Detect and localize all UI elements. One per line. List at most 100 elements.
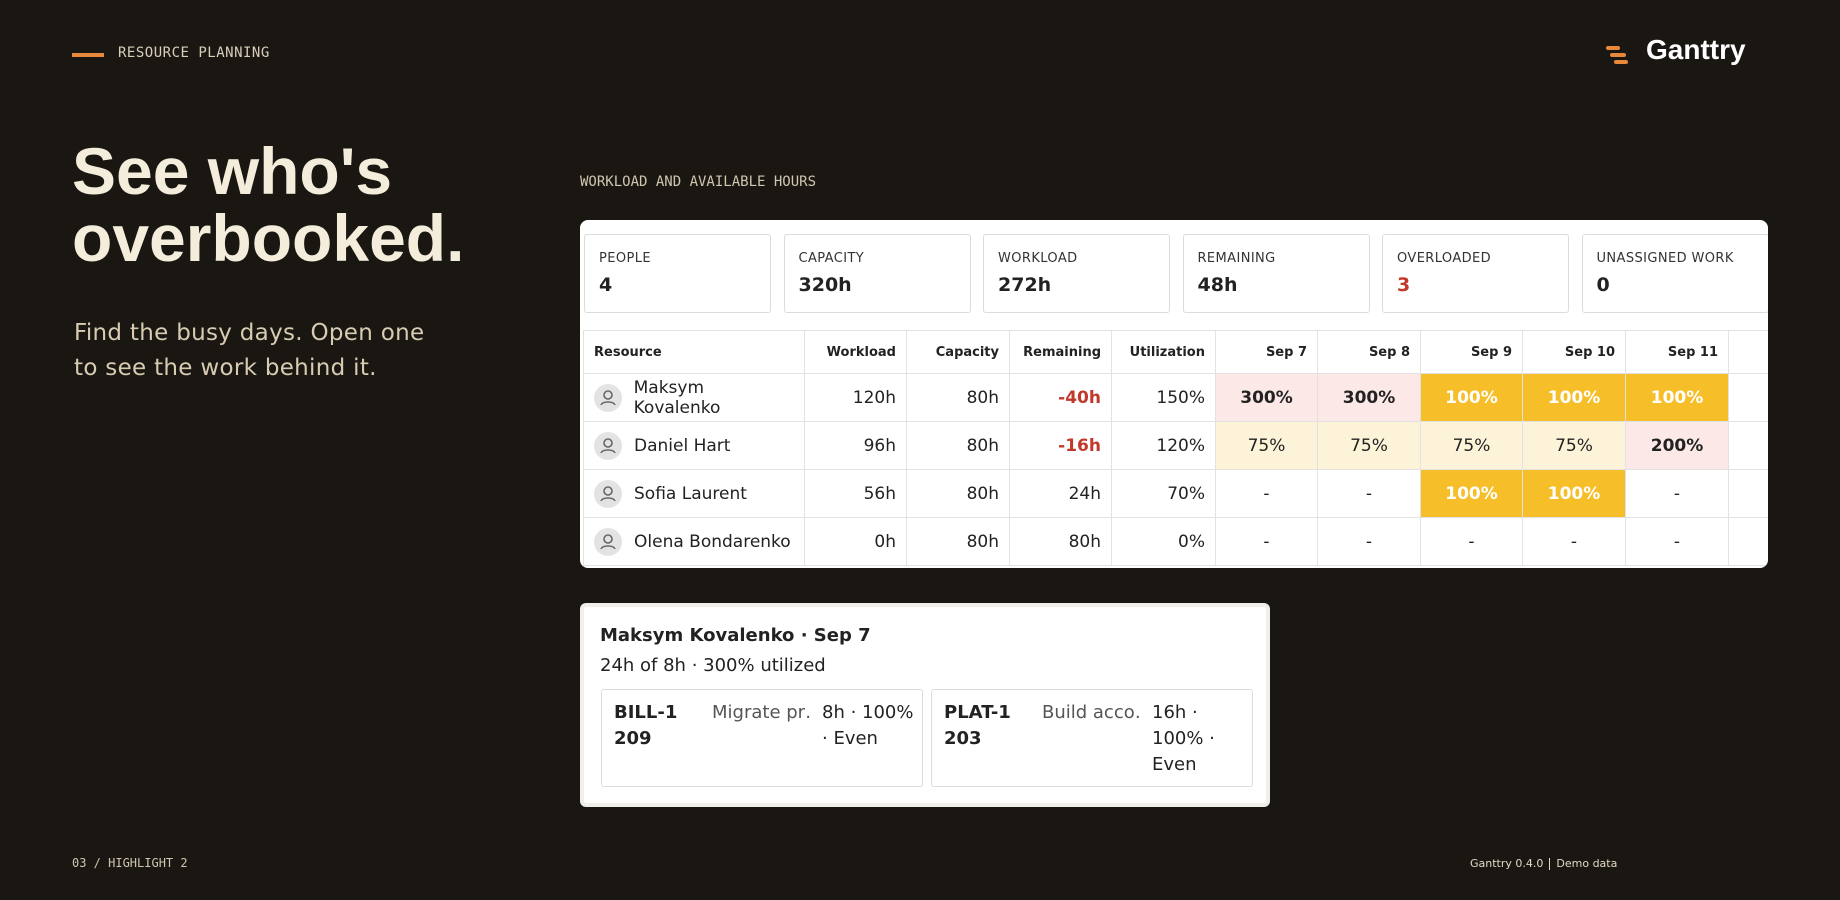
stat-label: PEOPLE — [599, 251, 651, 266]
utilization-cell: 120% — [1112, 422, 1216, 470]
workload-cell: 56h — [805, 470, 907, 518]
title-line: See who's — [72, 134, 393, 208]
stat-card: UNASSIGNED WORK 0 — [1581, 234, 1768, 313]
stat-card: WORKLOAD 272h — [983, 234, 1170, 313]
column-header: Remaining — [1010, 330, 1112, 374]
day-cell[interactable]: 200% — [1626, 422, 1729, 470]
day-cell[interactable]: - — [1216, 518, 1318, 566]
day-cell[interactable]: 100% — [1421, 470, 1523, 518]
resource-cell: Maksym Kovalenko — [583, 374, 805, 422]
stat-label: CAPACITY — [798, 251, 865, 266]
stat-card: OVERLOADED 3 — [1382, 234, 1569, 313]
column-header: Capacity — [907, 330, 1010, 374]
utilization-cell: 0% — [1112, 518, 1216, 566]
row-filler — [1729, 518, 1768, 566]
stat-card: CAPACITY 320h — [783, 234, 971, 313]
stat-card: REMAINING 48h — [1182, 234, 1370, 313]
day-cell[interactable]: - — [1523, 518, 1626, 566]
work-item[interactable]: PLAT-1203 Build acco… 16h · 100% · Even — [931, 689, 1253, 787]
stat-label: UNASSIGNED WORK — [1596, 251, 1734, 266]
footer-meta: Ganttry 0.4.0 Demo data — [1470, 857, 1617, 870]
day-cell[interactable]: 75% — [1216, 422, 1318, 470]
avatar — [594, 527, 622, 556]
day-cell[interactable]: 75% — [1421, 422, 1523, 470]
column-header: Sep 8 — [1318, 330, 1421, 374]
workload-cell: 0h — [805, 518, 907, 566]
brand-logo — [1606, 46, 1628, 64]
detail-card: Maksym Kovalenko · Sep 7 24h of 8h · 300… — [580, 603, 1270, 807]
day-cell[interactable]: - — [1318, 470, 1421, 518]
stat-value: 4 — [599, 274, 613, 296]
hero-title: See who's overbooked. — [72, 138, 464, 272]
resource-cell: Daniel Hart — [583, 422, 805, 470]
column-header: Utilization — [1112, 330, 1216, 374]
item-key: BILL-1209 — [614, 702, 678, 749]
column-header: Resource — [583, 330, 805, 374]
detail-title: Maksym Kovalenko · Sep 7 — [600, 625, 871, 646]
item-key: PLAT-1203 — [944, 702, 1011, 749]
column-header: Sep 11 — [1626, 330, 1729, 374]
version: Ganttry 0.4.0 — [1470, 857, 1544, 870]
note: Demo data — [1556, 857, 1618, 870]
column-header: Sep 7 — [1216, 330, 1318, 374]
capacity-cell: 80h — [907, 518, 1010, 566]
utilization-cell: 70% — [1112, 470, 1216, 518]
stat-label: REMAINING — [1197, 251, 1276, 266]
work-item[interactable]: BILL-1209 Migrate pr… 8h · 100% · Even — [601, 689, 923, 787]
day-cell[interactable]: 100% — [1523, 470, 1626, 518]
resource-name: Maksym Kovalenko — [633, 377, 721, 418]
workload-cell: 96h — [805, 422, 907, 470]
row-filler — [1729, 374, 1768, 422]
hero-subtitle: Find the busy days. Open one to see the … — [74, 316, 424, 386]
day-cell[interactable]: 100% — [1523, 374, 1626, 422]
day-cell[interactable]: 75% — [1523, 422, 1626, 470]
column-header: Sep 10 — [1523, 330, 1626, 374]
remaining-cell: -40h — [1010, 374, 1112, 422]
day-cell[interactable]: - — [1626, 470, 1729, 518]
panel-label: WORKLOAD AND AVAILABLE HOURS — [580, 174, 817, 190]
resource-cell: Sofia Laurent — [583, 470, 805, 518]
header-filler — [1729, 330, 1768, 374]
stat-value: 272h — [998, 274, 1052, 296]
day-cell[interactable]: - — [1626, 518, 1729, 566]
column-header: Workload — [805, 330, 907, 374]
day-cell[interactable]: 100% — [1626, 374, 1729, 422]
row-filler — [1729, 422, 1768, 470]
divider — [1549, 857, 1551, 870]
stat-value: 320h — [798, 274, 852, 296]
day-cell[interactable]: 75% — [1318, 422, 1421, 470]
item-name: Migrate pr… — [712, 702, 812, 723]
day-cell[interactable]: 300% — [1318, 374, 1421, 422]
row-filler — [1729, 470, 1768, 518]
stat-card: PEOPLE 4 — [584, 234, 771, 313]
capacity-cell: 80h — [907, 422, 1010, 470]
stat-label: OVERLOADED — [1397, 251, 1492, 266]
stat-value: 48h — [1197, 274, 1238, 296]
day-cell[interactable]: - — [1216, 470, 1318, 518]
remaining-cell: -16h — [1010, 422, 1112, 470]
day-cell[interactable]: - — [1421, 518, 1523, 566]
stat-label: WORKLOAD — [998, 251, 1078, 266]
avatar — [594, 431, 622, 460]
capacity-cell: 80h — [907, 470, 1010, 518]
slide-number: 03 / HIGHLIGHT 2 — [72, 856, 188, 870]
resource-name: Sofia Laurent — [634, 483, 747, 504]
resource-name: Olena Bondarenko — [634, 531, 791, 552]
title-line: overbooked. — [72, 201, 465, 275]
item-meta: 16h · 100% · Even — [1152, 702, 1215, 775]
item-meta: 8h · 100% · Even — [822, 702, 914, 749]
utilization-cell: 150% — [1112, 374, 1216, 422]
remaining-cell: 24h — [1010, 470, 1112, 518]
capacity-cell: 80h — [907, 374, 1010, 422]
day-cell[interactable]: 300% — [1216, 374, 1318, 422]
day-cell[interactable]: - — [1318, 518, 1421, 566]
workload-cell: 120h — [805, 374, 907, 422]
column-header: Sep 9 — [1421, 330, 1523, 374]
accent-bar — [72, 53, 104, 57]
workload-panel: PEOPLE 4 CAPACITY 320h WORKLOAD 272h REMAINING… — [580, 220, 1768, 568]
stat-value: 0 — [1596, 274, 1610, 296]
eyebrow: RESOURCE PLANNING — [118, 45, 270, 61]
remaining-cell: 80h — [1010, 518, 1112, 566]
day-cell[interactable]: 100% — [1421, 374, 1523, 422]
